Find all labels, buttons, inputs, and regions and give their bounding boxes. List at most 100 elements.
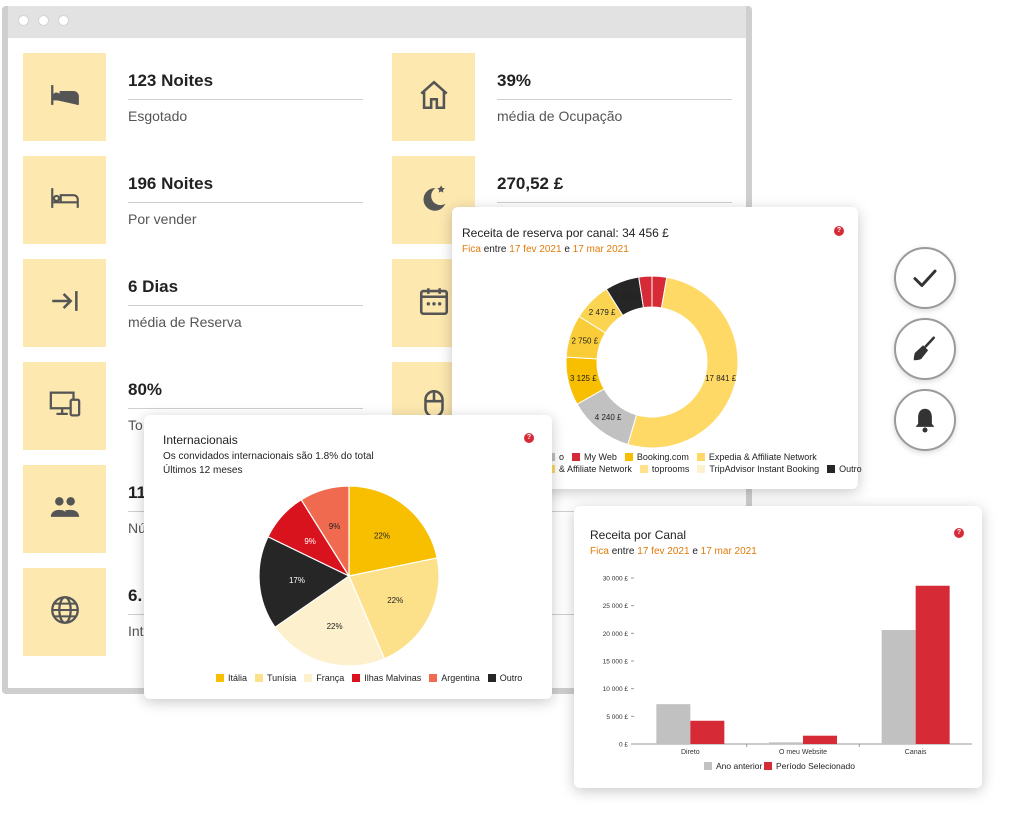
window-dot-maximize[interactable] (58, 15, 69, 26)
bar-1-0 (690, 720, 725, 744)
legend-swatch (572, 453, 581, 461)
stat-tile (23, 156, 106, 244)
stat-card: 80% To (23, 362, 363, 450)
bar-1-2 (915, 585, 950, 744)
donut-slice-label: 2 750 £ (571, 337, 598, 346)
devices-icon (48, 387, 82, 426)
stat-value: 123 Noites (128, 71, 214, 90)
stat-label: média de Ocupação (497, 108, 623, 124)
legend-item[interactable]: TripAdvisor Instant Booking (697, 464, 819, 474)
stat-tile (392, 53, 475, 141)
stat-divider (497, 202, 732, 203)
bed-outline-icon (48, 181, 82, 220)
arrow-to-bar-icon (48, 284, 82, 323)
legend-label: My Web (584, 452, 617, 462)
bar-help-icon[interactable]: ? (954, 528, 964, 538)
legend-swatch (352, 674, 361, 682)
stat-divider (497, 99, 732, 100)
legend-item[interactable]: Outro (487, 673, 522, 683)
stat-tile (23, 465, 106, 553)
stat-label: Int (128, 623, 144, 639)
bar-card-period: Fica entre 17 fev 2021 e 17 mar 2021 (590, 546, 757, 557)
x-category-label: O meu Website (779, 749, 827, 756)
legend-item[interactable]: Outro (827, 464, 862, 474)
pie-card-title: Internacionais (163, 433, 238, 447)
pie-slice-label: 9% (304, 537, 316, 546)
pie-slice (300, 485, 350, 579)
y-tick-label: 15 000 £ (603, 659, 629, 666)
legend-swatch (487, 674, 496, 682)
pie-card-period: Últimos 12 meses (163, 465, 243, 476)
stat-value: 11 (128, 483, 146, 502)
window-titlebar (8, 6, 746, 38)
y-tick-label: 25 000 £ (603, 603, 629, 610)
people-icon (48, 490, 82, 529)
pie-card-subtitle: Os convidados internacionais são 1.8% do… (163, 451, 374, 462)
bar-legend-swatch (704, 762, 712, 770)
legend-label: Booking.com (636, 452, 689, 462)
bar-legend-label: Período Selecionado (776, 761, 855, 771)
pie-slice (258, 535, 351, 629)
legend-swatch (624, 453, 633, 461)
pie-slice-label: 9% (329, 522, 341, 531)
stat-label: Nú (128, 520, 146, 536)
stat-card: 6 Dias média de Reserva (23, 259, 363, 347)
legend-item[interactable]: My Web (572, 452, 617, 462)
window-dot-close[interactable] (18, 15, 29, 26)
pie-chart: 22% 22% 22% 17% 9% 9% (258, 485, 440, 667)
legend-item[interactable]: Expedia & Affiliate Network (696, 452, 817, 462)
bar-0-2 (881, 630, 916, 744)
stat-divider (128, 408, 363, 409)
legend-item[interactable]: Booking.com (624, 452, 689, 462)
legend-swatch (696, 453, 705, 461)
y-tick-label: 0 £ (619, 742, 628, 749)
bell-icon (915, 408, 935, 433)
donut-slice (627, 276, 739, 449)
legend-swatch (827, 465, 836, 473)
international-pie-card: Internacionais Os convidados internacion… (144, 415, 552, 699)
legend-label: o (559, 452, 565, 462)
stat-card: 39% média de Ocupação (392, 53, 732, 141)
clean-button[interactable] (894, 318, 956, 380)
window-dot-minimize[interactable] (38, 15, 49, 26)
globe-icon (48, 593, 82, 632)
legend-item[interactable]: Ilhas Malvinas (352, 673, 421, 683)
check-icon (913, 269, 937, 287)
stat-value: 270,52 £ (497, 174, 564, 193)
pie-slice (348, 557, 440, 660)
legend-label: Ilhas Malvinas (364, 673, 422, 683)
broom-icon (913, 336, 935, 361)
legend-item[interactable]: toprooms (639, 464, 689, 474)
pie-slice-label: 22% (327, 622, 343, 631)
donut-slice-label: 17 841 £ (705, 374, 737, 383)
bar-legend-label: Ano anterior (716, 761, 762, 771)
bed-icon (48, 78, 82, 117)
bar-0-0 (656, 704, 691, 744)
x-category-label: Canais (905, 749, 927, 756)
y-tick-label: 30 000 £ (603, 576, 629, 583)
legend-item[interactable]: França (304, 673, 344, 683)
legend-swatch (697, 465, 706, 473)
stat-value: 39% (497, 71, 532, 90)
legend-item[interactable]: & Affiliate Network (547, 464, 632, 474)
confirm-button[interactable] (894, 247, 956, 309)
moon-star-icon (417, 181, 451, 220)
pie-slice (274, 575, 386, 667)
legend-item[interactable]: Itália (216, 673, 247, 683)
donut-legend-row-2: & Affiliate Network toprooms TripAdvisor I… (547, 464, 870, 474)
y-tick-label: 10 000 £ (603, 686, 629, 693)
y-tick-label: 20 000 £ (603, 631, 629, 638)
legend-swatch (639, 465, 648, 473)
pie-help-icon[interactable]: ? (524, 433, 534, 443)
house-icon (417, 78, 451, 117)
revenue-by-channel-card: Receita por Canal Fica entre 17 fev 2021… (574, 506, 982, 788)
stat-label: média de Reserva (128, 314, 242, 330)
donut-slice (638, 275, 653, 309)
stat-tile (23, 53, 106, 141)
notifications-button[interactable] (894, 389, 956, 451)
donut-help-icon[interactable]: ? (834, 226, 844, 236)
legend-item[interactable]: Argentina (429, 673, 480, 683)
stat-card: 6. Int (23, 568, 363, 656)
legend-item[interactable]: Tunísia (255, 673, 296, 683)
pie-slice-label: 17% (289, 576, 305, 585)
